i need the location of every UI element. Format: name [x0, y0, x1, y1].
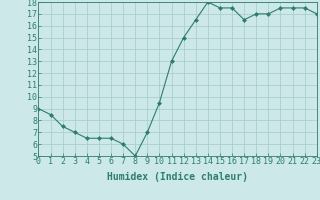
X-axis label: Humidex (Indice chaleur): Humidex (Indice chaleur) [107, 172, 248, 182]
